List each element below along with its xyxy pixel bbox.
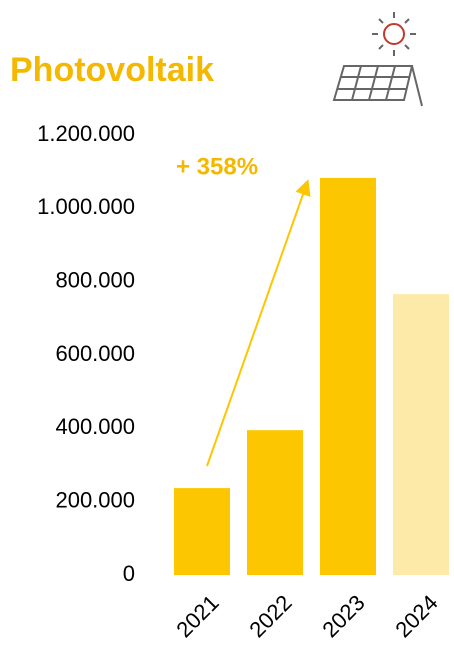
y-tick-label: 1.200.000 — [37, 121, 135, 146]
annotation: + 358% — [176, 153, 258, 180]
bar — [174, 488, 230, 575]
bar — [247, 430, 303, 575]
y-tick-label: 1.000.000 — [37, 194, 135, 219]
y-tick-label: 600.000 — [55, 341, 135, 366]
bar — [393, 294, 449, 575]
bar — [320, 177, 376, 575]
solar-icon — [332, 12, 423, 107]
y-tick-label: 400.000 — [55, 414, 135, 439]
x-tick-label: 2024 — [390, 590, 442, 642]
x-tick-label: 2022 — [244, 590, 296, 642]
y-tick-label: 0 — [123, 561, 135, 586]
y-tick-label: 200.000 — [55, 487, 135, 512]
y-tick-label: 800.000 — [55, 267, 135, 292]
growth-arrow — [206, 179, 311, 467]
x-tick-label: 2023 — [317, 590, 369, 642]
chart-title: Photovoltaik — [10, 51, 214, 89]
x-tick-label: 2021 — [171, 590, 223, 642]
